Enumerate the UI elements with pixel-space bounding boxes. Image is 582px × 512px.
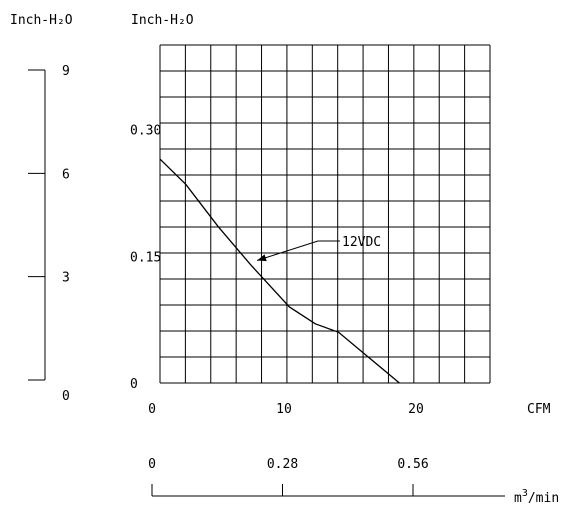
plot-x-axis-label: CFM bbox=[527, 402, 551, 417]
plot-x-ticks: 0 10 20 bbox=[148, 402, 424, 417]
x-tick-label: 0 bbox=[148, 402, 156, 417]
bottom-axis-label: m3/min bbox=[514, 488, 559, 506]
bottom-axis-label-sup: 3 bbox=[522, 488, 528, 499]
x-tick-label: 20 bbox=[408, 402, 424, 417]
annotation-group: 12VDC bbox=[256, 235, 381, 262]
plot-y-axis-label: Inch-H₂O bbox=[131, 13, 194, 28]
annotation-label: 12VDC bbox=[342, 235, 381, 250]
left-tick-label: 0 bbox=[62, 389, 70, 404]
y-tick-label: 0.15 bbox=[130, 250, 161, 265]
bottom-tick-label: 0.56 bbox=[397, 457, 428, 472]
bottom-axis-ticks: 0 0.28 0.56 bbox=[148, 457, 429, 496]
plot-grid bbox=[159, 44, 491, 384]
bottom-axis-label-suffix: /min bbox=[528, 491, 559, 506]
bottom-tick-label: 0 bbox=[148, 457, 156, 472]
left-tick-label: 3 bbox=[62, 271, 70, 286]
left-tick-label: 9 bbox=[62, 64, 70, 79]
series-line-12vdc bbox=[159, 158, 400, 384]
annotation-arrow-line bbox=[256, 240, 319, 261]
bottom-tick-label: 0.28 bbox=[267, 457, 298, 472]
annotation-arrowhead bbox=[257, 254, 267, 262]
left-axis-ticks: 9 6 3 0 bbox=[28, 64, 70, 404]
left-axis-label: Inch-H₂O bbox=[10, 13, 73, 28]
y-tick-label: 0.30 bbox=[130, 124, 161, 139]
x-tick-label: 10 bbox=[276, 402, 292, 417]
left-tick-label: 6 bbox=[62, 167, 70, 182]
y-tick-label: 0 bbox=[130, 377, 138, 392]
series-group bbox=[159, 158, 400, 384]
plot-y-ticks: 0.30 0.15 0 bbox=[130, 124, 161, 393]
bottom-axis-label-prefix: m bbox=[514, 491, 522, 506]
